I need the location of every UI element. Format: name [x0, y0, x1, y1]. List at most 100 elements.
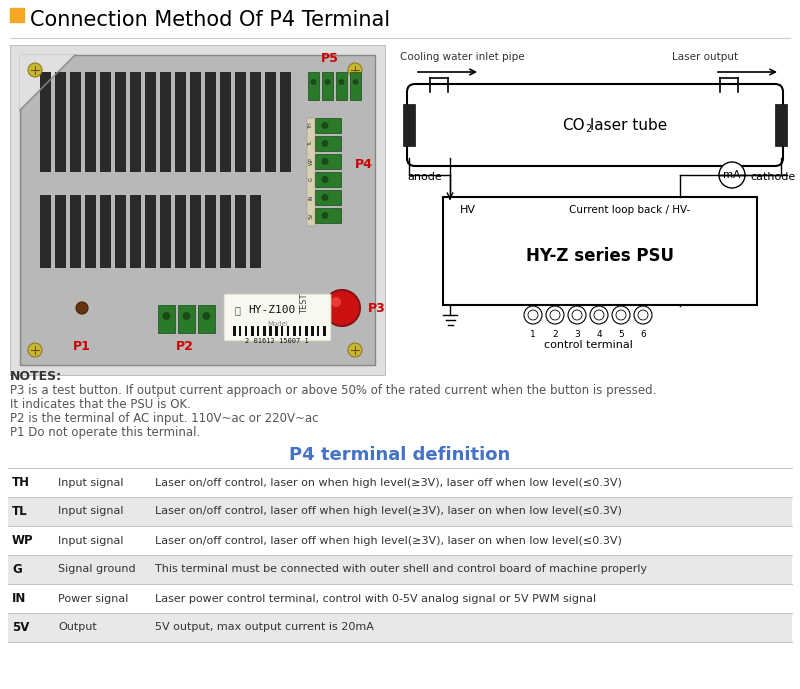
Bar: [254, 326, 256, 336]
Bar: [85, 195, 96, 268]
Circle shape: [568, 306, 586, 324]
Text: P2: P2: [176, 340, 194, 353]
Text: 6: 6: [640, 330, 646, 339]
Text: Input signal: Input signal: [58, 477, 123, 488]
Bar: [130, 195, 141, 268]
Bar: [220, 195, 231, 268]
Bar: [250, 72, 261, 172]
Circle shape: [348, 343, 362, 357]
Text: Laser on/off control, laser off when high level(≥3V), laser on when low level(≤0: Laser on/off control, laser off when hig…: [155, 506, 622, 517]
Bar: [55, 195, 66, 268]
Bar: [275, 326, 277, 336]
Bar: [320, 326, 323, 336]
Text: control terminal: control terminal: [543, 340, 633, 350]
Bar: [8, 555, 792, 584]
Circle shape: [616, 310, 626, 320]
Text: G: G: [309, 178, 314, 181]
Bar: [100, 72, 111, 172]
Bar: [70, 195, 81, 268]
Bar: [323, 326, 326, 336]
Text: P3 is a test button. If output current approach or above 50% of the rated curren: P3 is a test button. If output current a…: [10, 384, 656, 397]
Bar: [160, 72, 171, 172]
Circle shape: [310, 79, 317, 85]
Bar: [287, 326, 289, 336]
Circle shape: [322, 176, 329, 183]
Bar: [175, 72, 186, 172]
Text: Laser output: Laser output: [672, 52, 738, 62]
Circle shape: [76, 302, 88, 314]
Circle shape: [528, 310, 538, 320]
Bar: [220, 72, 231, 172]
Circle shape: [572, 310, 582, 320]
Bar: [317, 326, 320, 336]
Text: WP: WP: [309, 158, 314, 165]
Bar: [205, 195, 216, 268]
Bar: [278, 326, 281, 336]
Text: P1: P1: [73, 340, 91, 353]
Text: 4: 4: [596, 330, 602, 339]
Bar: [233, 326, 235, 336]
Text: P5: P5: [321, 52, 339, 65]
Bar: [198, 305, 215, 333]
Text: HY-Z series PSU: HY-Z series PSU: [526, 247, 674, 265]
Bar: [115, 195, 126, 268]
Circle shape: [182, 312, 190, 320]
Bar: [100, 195, 111, 268]
Bar: [299, 326, 301, 336]
Text: This terminal must be connected with outer shell and control board of machine pr: This terminal must be connected with out…: [155, 564, 647, 575]
Circle shape: [546, 306, 564, 324]
Bar: [242, 326, 244, 336]
Text: Model: Model: [267, 321, 289, 327]
Bar: [403, 104, 415, 146]
Circle shape: [638, 310, 648, 320]
Bar: [115, 72, 126, 172]
Text: P3: P3: [368, 302, 386, 314]
Text: Input signal: Input signal: [58, 535, 123, 546]
Bar: [130, 72, 141, 172]
Text: TL: TL: [309, 141, 314, 146]
Text: TH: TH: [309, 122, 314, 129]
Bar: [290, 326, 293, 336]
Text: Laser on/off control, laser off when high level(≥3V), laser on when low level(≤0: Laser on/off control, laser off when hig…: [155, 535, 622, 546]
Text: 5: 5: [618, 330, 624, 339]
Bar: [55, 72, 66, 172]
Text: Laser power control terminal, control with 0-5V analog signal or 5V PWM signal: Laser power control terminal, control wi…: [155, 593, 596, 604]
Text: HV: HV: [460, 205, 476, 215]
Text: P4: P4: [355, 158, 373, 172]
Circle shape: [634, 306, 652, 324]
Text: Power signal: Power signal: [58, 593, 128, 604]
Bar: [272, 326, 274, 336]
Circle shape: [28, 63, 42, 77]
Bar: [235, 72, 246, 172]
Circle shape: [594, 310, 604, 320]
Circle shape: [348, 63, 362, 77]
Bar: [314, 326, 316, 336]
Text: TH: TH: [12, 476, 30, 489]
Bar: [245, 326, 247, 336]
Bar: [296, 326, 298, 336]
Text: 安: 安: [235, 305, 241, 315]
Bar: [257, 326, 260, 336]
Circle shape: [28, 343, 42, 357]
Circle shape: [325, 79, 330, 85]
Bar: [20, 55, 375, 365]
Bar: [236, 326, 238, 336]
Bar: [326, 326, 329, 336]
Bar: [280, 72, 291, 172]
Text: laser tube: laser tube: [590, 118, 667, 132]
Bar: [250, 195, 261, 268]
Bar: [70, 72, 81, 172]
Bar: [239, 326, 242, 336]
Polygon shape: [20, 55, 75, 110]
Text: 1: 1: [530, 330, 536, 339]
Bar: [307, 118, 315, 226]
Bar: [281, 326, 284, 336]
Bar: [263, 326, 266, 336]
Circle shape: [612, 306, 630, 324]
Bar: [302, 326, 304, 336]
Circle shape: [324, 290, 360, 326]
Circle shape: [162, 312, 170, 320]
Text: HY-Z100: HY-Z100: [248, 305, 295, 315]
Bar: [235, 195, 246, 268]
Circle shape: [322, 212, 329, 219]
